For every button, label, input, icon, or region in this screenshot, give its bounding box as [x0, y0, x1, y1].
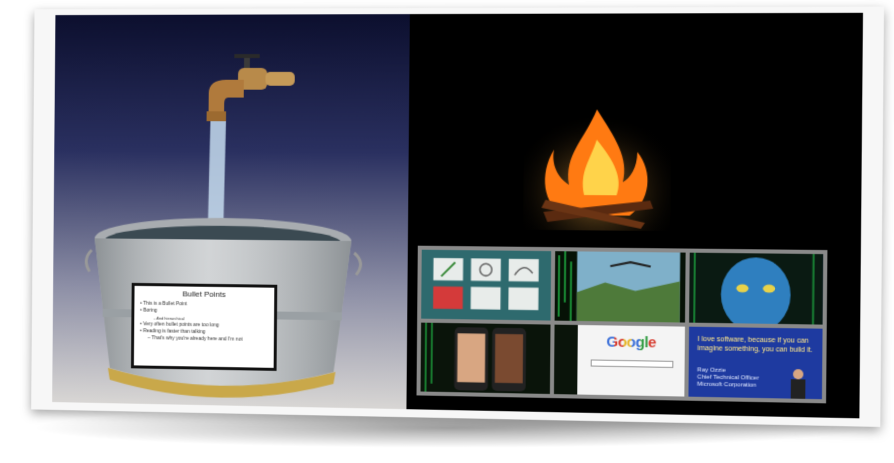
thumbnail-game-scene: [554, 251, 686, 322]
right-panel: Google I love software, because if you c…: [406, 13, 863, 419]
collage: Bullet Points • This is a Bullet Point •…: [52, 13, 863, 419]
bullet-points-slide: Bullet Points • This is a Bullet Point •…: [131, 283, 277, 371]
faucet-scene: Bullet Points • This is a Bullet Point •…: [52, 14, 410, 409]
phones-icon: [421, 323, 551, 394]
thumbnail-video-call: [421, 323, 551, 394]
game-scene-icon: [554, 251, 686, 322]
google-search-box: [590, 359, 673, 368]
quote-text: I love software, because if you can imag…: [697, 335, 818, 355]
slide-title: Bullet Points: [140, 289, 268, 300]
thumbnail-app-icons: [421, 250, 551, 321]
thumbnail-quote: I love software, because if you can imag…: [689, 327, 823, 400]
speaker-icon: [789, 368, 808, 399]
thumbnail-avatar: [689, 253, 823, 325]
photo-card: Bullet Points • This is a Bullet Point •…: [31, 7, 884, 427]
campfire-icon: [523, 99, 671, 231]
avatar-face-icon: [689, 253, 823, 325]
thumbnail-grid: Google I love software, because if you c…: [417, 246, 828, 404]
quote-company: Microsoft Corporation: [697, 382, 759, 390]
slide-sub-bullet: – That's why you're already here and I'm…: [140, 335, 268, 344]
quote-attribution: Ray Ozzie Chief Technical Officer Micros…: [697, 367, 759, 389]
app-icons-icon: [421, 250, 551, 321]
campfire-image: [523, 99, 671, 231]
google-logo: Google: [566, 333, 686, 352]
thumbnail-google: Google: [554, 325, 686, 397]
faucet-icon: [207, 54, 295, 121]
